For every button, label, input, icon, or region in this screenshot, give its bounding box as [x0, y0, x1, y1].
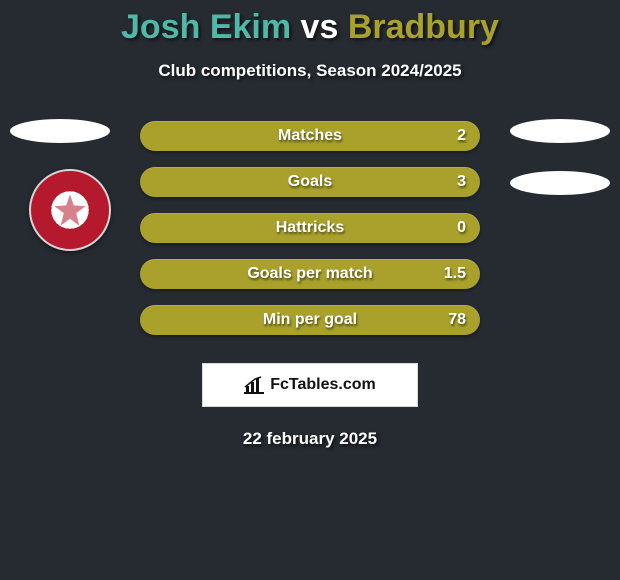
stat-value: 0	[457, 219, 466, 237]
stat-label: Goals per match	[247, 265, 372, 283]
stat-value: 1.5	[444, 265, 466, 283]
player2-badge-placeholder-2	[510, 171, 610, 195]
stat-value: 2	[457, 127, 466, 145]
brand-watermark: FcTables.com	[202, 363, 418, 407]
brand-text: FcTables.com	[270, 376, 376, 394]
stat-bar-hattricks: Hattricks 0	[140, 213, 480, 243]
stat-bar-matches: Matches 2	[140, 121, 480, 151]
stat-bar-min-per-goal: Min per goal 78	[140, 305, 480, 335]
comparison-content: Matches 2 Goals 3 Hattricks 0 Goals per …	[0, 121, 620, 449]
stat-label: Matches	[278, 127, 342, 145]
comparison-title: Josh Ekim vs Bradbury	[0, 0, 620, 47]
footer-date: 22 february 2025	[0, 429, 620, 449]
vs-separator: vs	[301, 8, 339, 46]
stat-value: 3	[457, 173, 466, 191]
stat-label: Goals	[288, 173, 332, 191]
stat-label: Min per goal	[263, 311, 357, 329]
stat-label: Hattricks	[276, 219, 344, 237]
stat-bar-goals-per-match: Goals per match 1.5	[140, 259, 480, 289]
season-subtitle: Club competitions, Season 2024/2025	[0, 61, 620, 81]
player2-badge-placeholder	[510, 119, 610, 143]
bar-chart-icon	[244, 376, 264, 394]
player1-name: Josh Ekim	[121, 8, 291, 46]
club-crest-icon	[29, 169, 111, 251]
player2-name: Bradbury	[348, 8, 499, 46]
stat-value: 78	[448, 311, 466, 329]
player1-badge-placeholder	[10, 119, 110, 143]
stat-bars: Matches 2 Goals 3 Hattricks 0 Goals per …	[140, 121, 480, 335]
stat-bar-goals: Goals 3	[140, 167, 480, 197]
